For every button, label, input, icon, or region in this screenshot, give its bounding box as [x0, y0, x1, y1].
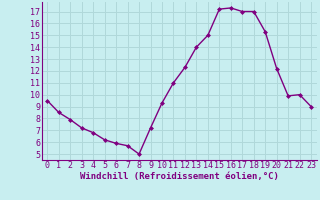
X-axis label: Windchill (Refroidissement éolien,°C): Windchill (Refroidissement éolien,°C) [80, 172, 279, 181]
